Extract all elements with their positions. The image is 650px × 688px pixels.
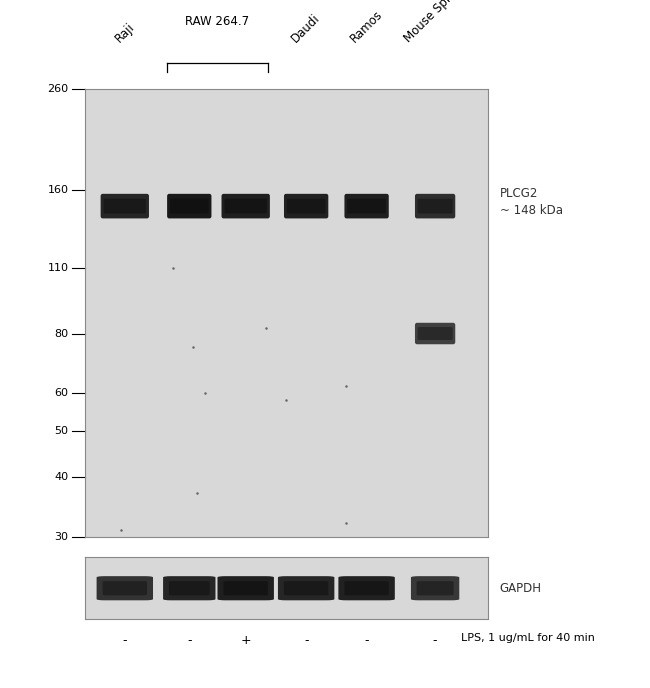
FancyBboxPatch shape	[101, 194, 149, 218]
Text: -: -	[433, 634, 437, 647]
Text: -: -	[187, 634, 192, 647]
FancyBboxPatch shape	[224, 199, 267, 213]
Text: Daudi: Daudi	[289, 11, 323, 45]
FancyBboxPatch shape	[278, 576, 334, 601]
Text: +: +	[240, 634, 251, 647]
Text: Mouse Spleen: Mouse Spleen	[402, 0, 469, 45]
FancyBboxPatch shape	[417, 581, 454, 595]
Text: -: -	[123, 634, 127, 647]
FancyBboxPatch shape	[167, 194, 211, 218]
FancyBboxPatch shape	[284, 194, 328, 218]
Text: 110: 110	[47, 263, 68, 272]
Text: RAW 264.7: RAW 264.7	[185, 14, 250, 28]
FancyBboxPatch shape	[344, 194, 389, 218]
FancyBboxPatch shape	[103, 199, 146, 213]
Text: -: -	[365, 634, 369, 647]
FancyBboxPatch shape	[224, 581, 268, 595]
FancyBboxPatch shape	[417, 199, 452, 213]
Text: Ramos: Ramos	[348, 8, 385, 45]
FancyBboxPatch shape	[417, 327, 452, 340]
FancyBboxPatch shape	[218, 576, 274, 601]
FancyBboxPatch shape	[344, 581, 389, 595]
FancyBboxPatch shape	[97, 576, 153, 601]
FancyBboxPatch shape	[170, 199, 209, 213]
FancyBboxPatch shape	[284, 581, 328, 595]
FancyBboxPatch shape	[411, 576, 460, 601]
Text: -: -	[304, 634, 308, 647]
FancyBboxPatch shape	[415, 194, 455, 218]
FancyBboxPatch shape	[169, 581, 210, 595]
Text: 60: 60	[55, 388, 68, 398]
FancyBboxPatch shape	[287, 199, 326, 213]
Text: PLCG2
~ 148 kDa: PLCG2 ~ 148 kDa	[500, 186, 563, 217]
FancyBboxPatch shape	[415, 323, 455, 344]
FancyBboxPatch shape	[339, 576, 395, 601]
Text: 50: 50	[55, 426, 68, 436]
Text: 260: 260	[47, 85, 68, 94]
FancyBboxPatch shape	[222, 194, 270, 218]
Text: 80: 80	[54, 329, 68, 338]
Text: 160: 160	[47, 185, 68, 195]
FancyBboxPatch shape	[347, 199, 386, 213]
Text: GAPDH: GAPDH	[500, 582, 541, 594]
Text: 40: 40	[54, 472, 68, 482]
Text: Raji: Raji	[112, 20, 137, 45]
FancyBboxPatch shape	[103, 581, 147, 595]
Text: 30: 30	[55, 532, 68, 541]
FancyBboxPatch shape	[163, 576, 216, 601]
Text: LPS, 1 ug/mL for 40 min: LPS, 1 ug/mL for 40 min	[461, 633, 595, 643]
